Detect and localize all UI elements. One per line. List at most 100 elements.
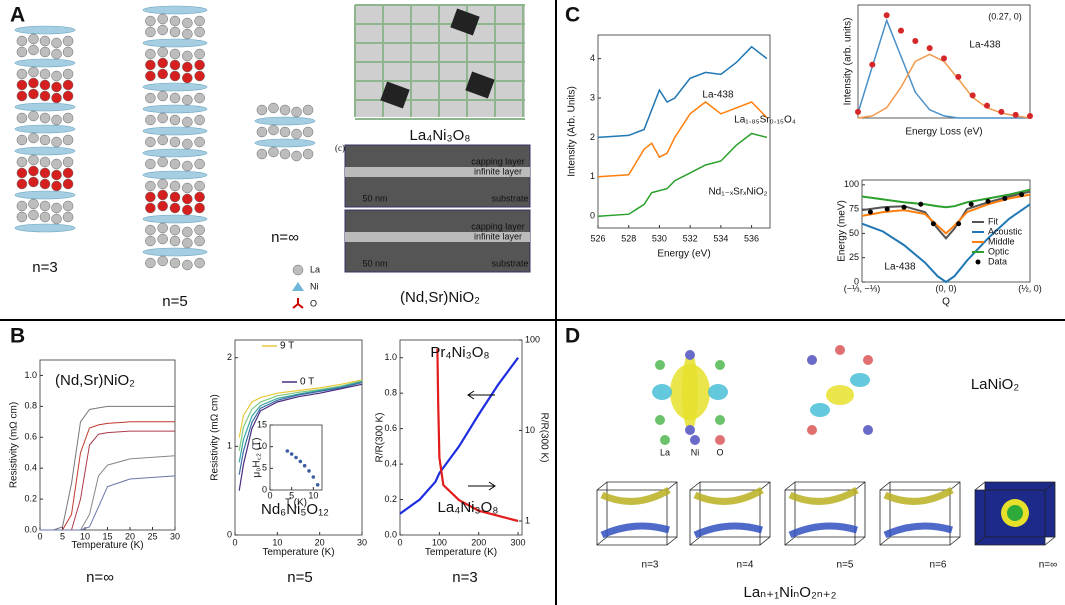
atom xyxy=(194,136,205,148)
label: 200 xyxy=(471,537,486,547)
atom xyxy=(169,114,181,126)
label: T (K) xyxy=(285,498,307,509)
atom xyxy=(194,191,205,203)
atom xyxy=(194,48,205,60)
label: 10 xyxy=(308,490,318,500)
atom xyxy=(194,158,205,170)
atom xyxy=(182,116,193,128)
label: 528 xyxy=(621,233,636,243)
atom xyxy=(169,59,181,71)
label: n=3 xyxy=(642,560,659,571)
series-line xyxy=(238,383,363,491)
film-layer xyxy=(345,167,530,177)
series-line xyxy=(861,203,1031,284)
atom xyxy=(194,15,205,27)
label: 2 xyxy=(590,132,595,142)
label: La xyxy=(310,264,320,274)
label: n=4 xyxy=(737,560,754,571)
label: 50 nm xyxy=(362,258,387,268)
atom xyxy=(51,92,62,104)
atom xyxy=(39,79,51,91)
fermi-sheet xyxy=(600,486,671,505)
atom xyxy=(28,198,39,210)
atom xyxy=(182,61,193,73)
atom xyxy=(62,79,74,91)
data-point xyxy=(918,201,924,207)
atom xyxy=(182,237,193,249)
label: substrate xyxy=(491,258,528,268)
series-line xyxy=(40,455,176,531)
data-point xyxy=(930,221,936,227)
label: (Nd,Sr)NiO₂ xyxy=(400,289,480,306)
atom xyxy=(39,211,51,223)
ni-plane xyxy=(14,190,76,200)
atom xyxy=(169,26,181,38)
label: Acoustic xyxy=(988,226,1023,236)
atom xyxy=(194,202,205,214)
label: Nd₆Ni₅O₁₂ xyxy=(261,501,329,518)
orbital-lobe xyxy=(826,385,854,405)
data-point xyxy=(289,452,294,456)
label: n=∞ xyxy=(1039,560,1058,571)
label: 0 xyxy=(37,531,42,541)
atom xyxy=(690,435,700,445)
atom xyxy=(51,169,62,181)
label: Fit xyxy=(988,216,998,226)
atom xyxy=(62,200,74,212)
atom xyxy=(182,94,193,106)
atom xyxy=(62,211,74,223)
atom xyxy=(685,425,695,435)
atom xyxy=(807,355,817,365)
label: Data xyxy=(988,256,1007,266)
o-icon xyxy=(292,298,304,309)
atom xyxy=(292,264,304,276)
atom xyxy=(169,15,181,27)
label: La₁.₈₅Sr₀.₁₅O₄ xyxy=(734,115,796,126)
fermi-sheet xyxy=(883,522,953,539)
data-point xyxy=(901,204,907,210)
label: 0.6 xyxy=(24,432,37,442)
series-line xyxy=(40,475,176,531)
atom xyxy=(194,180,205,192)
data-point xyxy=(1027,112,1033,119)
data-point xyxy=(998,108,1005,115)
atom xyxy=(157,200,168,212)
atom xyxy=(145,180,156,192)
atom xyxy=(169,180,181,192)
series-line xyxy=(861,190,1031,240)
series-line xyxy=(399,357,519,515)
atom xyxy=(39,68,51,80)
label: Energy (meV) xyxy=(837,200,848,262)
orbital-lobe xyxy=(682,352,698,432)
atom xyxy=(16,35,28,47)
label: Nd₁₋ₓSrₓNiO₂ xyxy=(708,187,767,198)
atom xyxy=(16,68,28,80)
label: μ₀H꜀₂ (T) xyxy=(252,437,263,477)
data-point xyxy=(968,201,974,207)
atom xyxy=(39,112,51,124)
label: 0.0 xyxy=(24,524,37,534)
atom xyxy=(685,350,695,360)
label: 532 xyxy=(683,233,698,243)
atom xyxy=(39,178,51,190)
atom xyxy=(302,148,314,160)
label: 1.0 xyxy=(24,370,37,380)
label: (0.27, 0) xyxy=(988,11,1022,21)
series-line xyxy=(597,45,768,139)
atom xyxy=(39,156,51,168)
atom xyxy=(28,209,39,221)
panel-label: A xyxy=(10,4,25,27)
ni-plane xyxy=(142,5,208,15)
data-point xyxy=(867,209,873,215)
fermi-sheet xyxy=(693,486,764,505)
fermi-sheet xyxy=(788,486,859,505)
label: infinite layer xyxy=(474,231,522,241)
atom xyxy=(145,92,156,104)
label: Temperature (K) xyxy=(262,547,334,558)
label: Pr₄Ni₃O₈ xyxy=(430,344,489,361)
label: Ni xyxy=(691,447,700,457)
atom xyxy=(157,46,168,58)
ni-plane xyxy=(142,170,208,180)
label: 0 xyxy=(267,490,272,500)
